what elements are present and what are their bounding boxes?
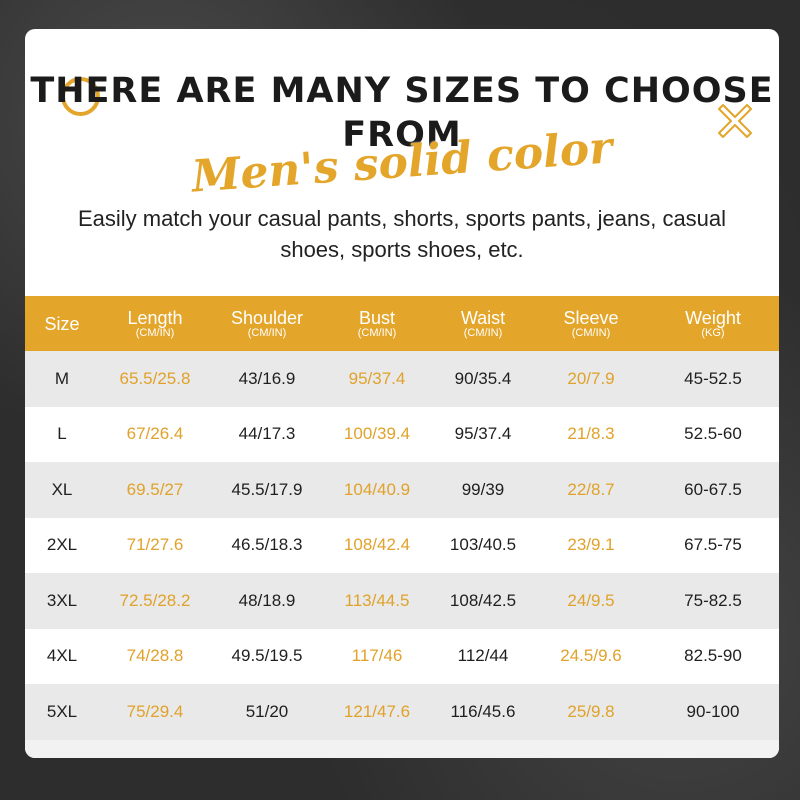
cell-length: 67/26.4 bbox=[126, 424, 184, 444]
cell-waist: 95/37.4 bbox=[454, 424, 512, 444]
cell-bust: 121/47.6 bbox=[343, 701, 411, 721]
cell-waist: 99/39 bbox=[461, 479, 505, 499]
cell-bust: 113/44.5 bbox=[344, 590, 410, 610]
circle-outline-icon bbox=[61, 77, 100, 116]
cell-length: 74/28.8 bbox=[126, 646, 184, 666]
page-title: THERE ARE MANY SIZES TO CHOOSE FROM bbox=[30, 71, 774, 155]
cell-shoulder: 49.5/19.5 bbox=[231, 646, 303, 666]
cell-shoulder: 51/20 bbox=[245, 701, 289, 721]
cell-length: 71/27.6 bbox=[126, 535, 184, 555]
table-row: M 65.5/25.8 43/16.9 95/37.4 90/35.4 20/7… bbox=[25, 351, 779, 407]
cell-weight: 82.5-90 bbox=[684, 646, 742, 666]
cell-weight: 60-67.5 bbox=[684, 479, 742, 499]
cell-weight: 90-100 bbox=[686, 701, 740, 721]
cell-bust: 108/42.4 bbox=[343, 535, 411, 555]
cell-size: 4XL bbox=[46, 646, 78, 666]
cell-waist: 112/44 bbox=[457, 646, 509, 666]
cell-sleeve: 24/9.5 bbox=[567, 590, 615, 610]
header-bust: Bust (CM/IN) bbox=[357, 307, 397, 339]
cell-size: 3XL bbox=[46, 590, 78, 610]
cell-length: 65.5/25.8 bbox=[119, 368, 191, 388]
table-header: Size Length (CM/IN) Shoulder (CM/IN) Bus… bbox=[25, 296, 779, 351]
cell-size: XL bbox=[51, 479, 73, 499]
cell-waist: 103/40.5 bbox=[449, 535, 517, 555]
cell-sleeve: 20/7.9 bbox=[567, 368, 615, 388]
cell-shoulder: 43/16.9 bbox=[238, 368, 296, 388]
cell-size: L bbox=[57, 424, 67, 444]
cell-shoulder: 44/17.3 bbox=[238, 424, 296, 444]
size-chart-card: THERE ARE MANY SIZES TO CHOOSE FROM Men'… bbox=[25, 29, 779, 758]
header-sleeve: Sleeve (CM/IN) bbox=[563, 307, 619, 339]
cell-bust: 100/39.4 bbox=[343, 424, 411, 444]
table-row: 3XL 72.5/28.2 48/18.9 113/44.5 108/42.5 … bbox=[25, 573, 779, 629]
cell-length: 72.5/28.2 bbox=[119, 590, 191, 610]
cell-length: 69.5/27 bbox=[126, 479, 184, 499]
cell-weight: 67.5-75 bbox=[684, 535, 742, 555]
cell-waist: 116/45.6 bbox=[450, 701, 516, 721]
table-body: M 65.5/25.8 43/16.9 95/37.4 90/35.4 20/7… bbox=[25, 351, 779, 740]
table-row: 5XL 75/29.4 51/20 121/47.6 116/45.6 25/9… bbox=[25, 684, 779, 740]
cell-sleeve: 25/9.8 bbox=[567, 701, 615, 721]
cell-shoulder: 48/18.9 bbox=[238, 590, 296, 610]
header-weight: Weight (KG) bbox=[685, 307, 741, 339]
cell-size: M bbox=[54, 368, 70, 388]
cell-weight: 75-82.5 bbox=[684, 590, 742, 610]
cell-size: 5XL bbox=[46, 701, 78, 721]
cell-bust: 95/37.4 bbox=[348, 368, 406, 388]
cell-shoulder: 46.5/18.3 bbox=[231, 535, 303, 555]
table-row: L 67/26.4 44/17.3 100/39.4 95/37.4 21/8.… bbox=[25, 407, 779, 463]
table-row: 2XL 71/27.6 46.5/18.3 108/42.4 103/40.5 … bbox=[25, 518, 779, 574]
cell-waist: 108/42.5 bbox=[449, 590, 517, 610]
cell-bust: 104/40.9 bbox=[343, 479, 411, 499]
cell-bust: 117/46 bbox=[351, 646, 403, 666]
table-row: 4XL 74/28.8 49.5/19.5 117/46 112/44 24.5… bbox=[25, 629, 779, 685]
cell-sleeve: 21/8.3 bbox=[567, 424, 615, 444]
header-size: Size bbox=[44, 313, 80, 334]
cell-shoulder: 45.5/17.9 bbox=[231, 479, 303, 499]
cell-weight: 45-52.5 bbox=[684, 368, 742, 388]
cell-waist: 90/35.4 bbox=[454, 368, 512, 388]
header-waist: Waist (CM/IN) bbox=[460, 307, 506, 339]
cell-weight: 52.5-60 bbox=[684, 424, 742, 444]
description-text: Easily match your casual pants, shorts, … bbox=[77, 206, 727, 262]
header-length: Length (CM/IN) bbox=[127, 307, 183, 339]
cell-size: 2XL bbox=[46, 535, 78, 555]
table-footer-strip bbox=[25, 740, 779, 758]
table-row: XL 69.5/27 45.5/17.9 104/40.9 99/39 22/8… bbox=[25, 462, 779, 518]
cell-length: 75/29.4 bbox=[126, 701, 184, 721]
cell-sleeve: 24.5/9.6 bbox=[560, 646, 622, 666]
header-shoulder: Shoulder (CM/IN) bbox=[230, 307, 304, 339]
x-cross-icon bbox=[718, 104, 752, 138]
cell-sleeve: 23/9.1 bbox=[567, 535, 615, 555]
cell-sleeve: 22/8.7 bbox=[567, 479, 615, 499]
